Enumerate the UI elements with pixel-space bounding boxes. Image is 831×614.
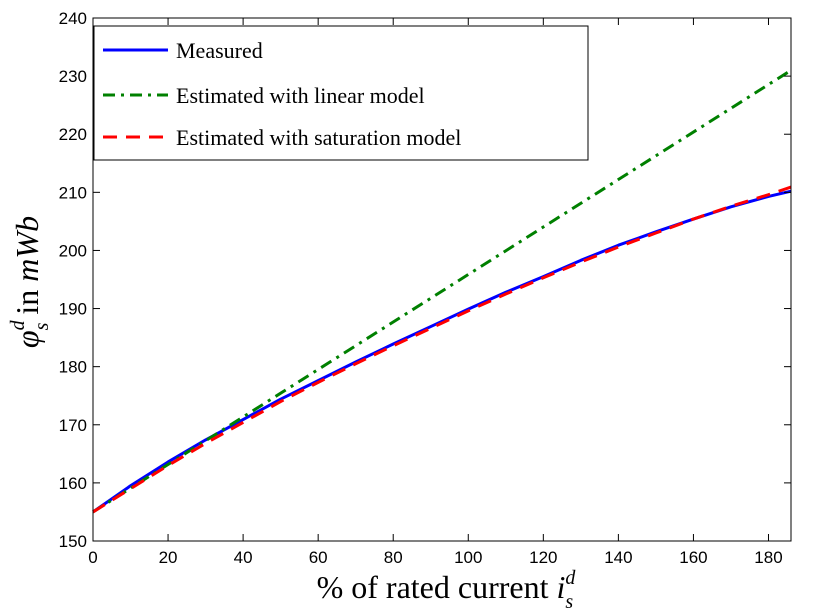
legend-label-linear-model: Estimated with linear model	[176, 83, 425, 108]
x-axis-title-subscript: s	[565, 591, 573, 613]
x-tick-label: 180	[754, 548, 782, 567]
ticks-layer: 0 20 40 60 80 100 120 140 160 180 150 160 170 180 190 2…	[59, 9, 791, 567]
x-tick-label: 100	[454, 548, 482, 567]
x-tick-label: 140	[604, 548, 632, 567]
y-axis-title-unit: mWb	[9, 216, 45, 282]
y-tick-label: 150	[59, 532, 87, 551]
y-tick-label: 160	[59, 474, 87, 493]
x-tick-label: 40	[234, 548, 253, 567]
x-axis-title-superscript: d	[565, 567, 576, 589]
legend-label-measured: Measured	[176, 38, 263, 63]
x-axis-title-prefix: % of rated current	[317, 569, 557, 605]
legend-label-saturation-model: Estimated with saturation model	[176, 125, 461, 150]
x-axis-title: % of rated current id s	[317, 567, 577, 613]
y-tick-label: 170	[59, 416, 87, 435]
x-tick-label: 120	[529, 548, 557, 567]
x-tick-label: 20	[159, 548, 178, 567]
y-axis-title-subscript: s	[31, 322, 53, 330]
legend-box	[93, 25, 589, 161]
x-tick-label: 80	[384, 548, 403, 567]
axes-frame	[92, 17, 792, 542]
x-axis-title-symbol: i	[556, 569, 565, 605]
y-axis-title-suffix: in	[9, 282, 45, 323]
y-tick-label: 200	[59, 241, 87, 260]
y-tick-label: 210	[59, 183, 87, 202]
y-axis-title-superscript: d	[7, 319, 29, 330]
y-tick-label: 180	[59, 358, 87, 377]
y-tick-label: 240	[59, 9, 87, 28]
y-tick-label: 190	[59, 300, 87, 319]
x-tick-label: 0	[88, 548, 97, 567]
legend: Measured Estimated with linear model Est…	[93, 25, 589, 161]
y-tick-label: 230	[59, 67, 87, 86]
y-axis-title: φd s in mWb	[7, 216, 53, 348]
x-tick-label: 160	[679, 548, 707, 567]
series-line-saturation-model	[92, 185, 792, 514]
series-line-linear-model	[92, 69, 792, 514]
y-axis-title-symbol: φ	[9, 330, 45, 348]
y-tick-label: 220	[59, 125, 87, 144]
series-layer	[92, 69, 792, 514]
x-tick-label: 60	[309, 548, 328, 567]
